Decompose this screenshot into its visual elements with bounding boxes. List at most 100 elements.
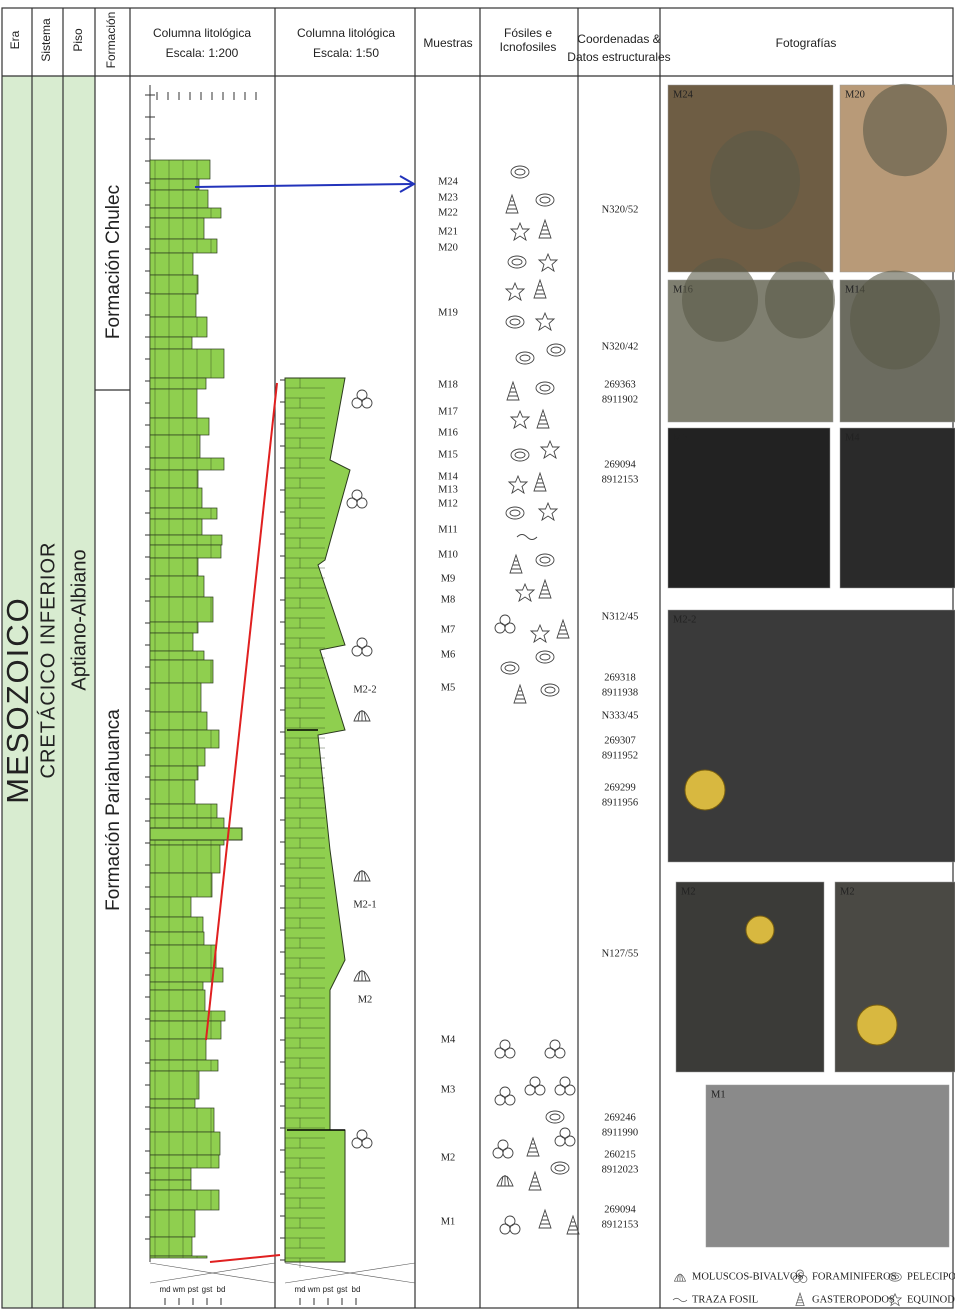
fossil-icon (887, 1292, 903, 1307)
foram (504, 1215, 516, 1227)
fossil-icon (509, 553, 523, 574)
lithology-bed (149, 457, 225, 471)
sample-label: M6 (441, 649, 456, 660)
lithology-bed (149, 596, 214, 623)
photo (667, 427, 831, 589)
header-coordenadas-2: Datos estructurales (567, 50, 670, 64)
foram (356, 497, 368, 509)
sample-label: M20 (438, 242, 458, 253)
grain-size-label: wm (307, 1285, 321, 1294)
specimen (765, 261, 835, 339)
fossil-icon (504, 281, 526, 302)
foram (499, 1086, 511, 1098)
foram (499, 1223, 511, 1235)
coordinate-label: N127/55 (602, 948, 639, 959)
arrow-head (399, 175, 417, 193)
specimen (850, 270, 940, 370)
lithology-bed (149, 159, 211, 180)
grain-size-label: bd (217, 1285, 226, 1294)
coordinate-label: N320/52 (602, 204, 639, 215)
sample-label: M14 (438, 471, 459, 482)
foram (534, 1084, 546, 1096)
header-columna-200-scale: Escala: 1:200 (166, 46, 239, 60)
grain-size-label: pst (188, 1285, 199, 1294)
lithology-bed (149, 348, 225, 379)
gastropod (513, 683, 527, 704)
bivalve (540, 683, 560, 697)
lithology-bed (149, 931, 205, 946)
sample-label: M1 (441, 1216, 456, 1227)
photo-label: M2 (840, 886, 855, 897)
foram (351, 645, 363, 657)
specimen (863, 83, 947, 177)
foram (499, 1039, 511, 1051)
fossil-icon (509, 221, 531, 242)
coordinate-label: 8912153 (602, 1219, 639, 1230)
lithology-bed (149, 178, 200, 191)
fossil-icon (506, 380, 520, 401)
gastropod (533, 471, 547, 492)
fossil-icon (538, 578, 552, 599)
fossil-icon (529, 623, 551, 644)
star (509, 221, 531, 242)
fossil-icon (351, 389, 373, 409)
lithology-bed (149, 1059, 219, 1072)
photo-label: M3 (673, 432, 688, 443)
fossil-icon (537, 252, 559, 273)
header-fotografias: Fotografías (776, 36, 837, 50)
coordinate-label: 8911902 (602, 394, 638, 405)
lithology-bed (149, 650, 205, 661)
photo (705, 1084, 950, 1248)
legend-label: FORAMINIFEROS (812, 1271, 897, 1282)
gastropod (556, 618, 570, 639)
foram (497, 1139, 509, 1151)
piso-name: Aptiano-Albiano (68, 549, 90, 690)
fossil-icon (526, 1136, 540, 1157)
fossil-icon (346, 489, 368, 509)
star (887, 1292, 903, 1307)
correlation-line (205, 382, 278, 1041)
foram (509, 1223, 521, 1235)
fossil-icon (535, 381, 555, 395)
fossil-icon (351, 1129, 373, 1149)
bivalve (511, 258, 523, 266)
fossil-icon (528, 1170, 542, 1191)
coin (684, 769, 726, 811)
fossil-icon (353, 970, 371, 982)
lithology-bed (149, 417, 210, 436)
lithology-bed (149, 189, 209, 209)
fossil-icon (510, 165, 530, 179)
fossil-icon (505, 193, 519, 214)
fossil-icon (673, 1273, 687, 1282)
foram (356, 389, 368, 401)
gastropod (528, 1170, 542, 1191)
lithology-bed (149, 557, 199, 577)
foram (559, 1127, 571, 1139)
fossil-icon (494, 1086, 516, 1106)
bivalve (546, 343, 566, 357)
sample-label-1-50: M2-1 (353, 899, 376, 910)
foram (549, 1039, 561, 1051)
bivalve (500, 661, 520, 675)
foram (351, 489, 363, 501)
foram (524, 1084, 536, 1096)
lithology-bed (149, 217, 205, 240)
header-fosiles: Fósiles e (504, 26, 552, 40)
sample-label: M8 (441, 594, 456, 605)
bivalve (545, 1110, 565, 1124)
lithology-bed (149, 1255, 208, 1259)
gastropod (566, 1214, 580, 1235)
lithology-bed (149, 827, 243, 841)
photo-label: M14 (845, 284, 866, 295)
coordinate-label: N320/42 (602, 341, 639, 352)
coordinate-label: 269094 (604, 1204, 636, 1215)
fossil-icon (566, 1214, 580, 1235)
header-columna-50: Columna litológica (297, 26, 395, 40)
bivalve (507, 255, 527, 269)
pecten (353, 870, 371, 882)
star (539, 439, 561, 460)
fossil-icon (533, 471, 547, 492)
lithology-bed (149, 434, 201, 459)
foram (554, 1135, 566, 1147)
